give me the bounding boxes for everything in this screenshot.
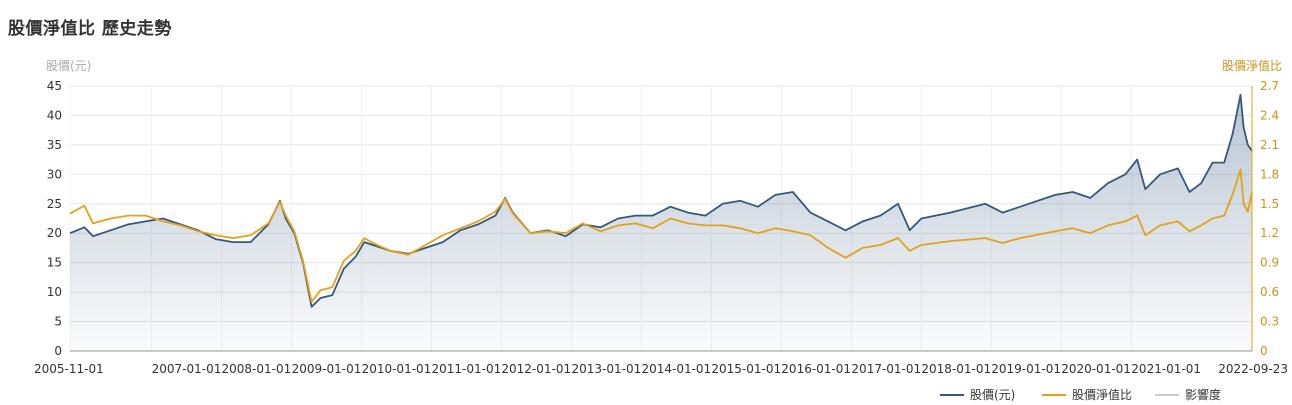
- legend-item[interactable]: 股價(元): [940, 388, 1015, 402]
- x-tick-label: 2011-01-01: [431, 362, 501, 376]
- y-right-tick-label: 2.4: [1260, 108, 1279, 122]
- x-tick-label: 2021-01-01: [1131, 362, 1201, 376]
- x-tick-label: 2017-01-01: [851, 362, 921, 376]
- y-right-tick-label: 0.6: [1260, 285, 1279, 299]
- legend-label: 股價淨值比: [1072, 387, 1132, 402]
- y-right-tick-label: 1.5: [1260, 197, 1279, 211]
- x-tick-label: 2015-01-01: [711, 362, 781, 376]
- y-left-tick-label: 10: [47, 285, 62, 299]
- x-tick-label: 2010-01-01: [362, 362, 432, 376]
- legend-item[interactable]: 股價淨值比: [1042, 387, 1132, 402]
- y-right-tick-label: 0.3: [1260, 315, 1279, 329]
- legend-label: 影響度: [1185, 387, 1221, 402]
- y-axis-right-label: 股價淨值比: [1222, 58, 1282, 73]
- axes: 股價(元) 股價淨值比: [46, 58, 1282, 352]
- x-tick-label: 2018-01-01: [921, 362, 991, 376]
- x-tick-label: 2016-01-01: [781, 362, 851, 376]
- y-left-tick-label: 45: [47, 79, 62, 93]
- y-axis-left-label: 股價(元): [46, 59, 91, 73]
- series-lines: [69, 93, 1253, 308]
- x-tick-label: 2020-01-01: [1061, 362, 1131, 376]
- y-left-tick-label: 35: [47, 138, 62, 152]
- x-tick-label: 2009-01-01: [292, 362, 362, 376]
- legend-item[interactable]: 影響度: [1155, 387, 1221, 402]
- legend-label: 股價(元): [970, 388, 1015, 402]
- y-left-tick-label: 15: [47, 256, 62, 270]
- legend[interactable]: 股價(元) 股價淨值比 影響度: [940, 387, 1221, 402]
- y-left-tick-label: 30: [47, 167, 62, 181]
- series-line-1: [69, 93, 1253, 308]
- y-left-tick-label: 25: [47, 197, 62, 211]
- x-tick-label: 2005-11-01: [34, 362, 104, 376]
- chart-title: 股價淨值比 歷史走勢: [8, 19, 172, 39]
- y-right-tick-label: 1.8: [1260, 167, 1279, 181]
- x-tick-label: 2022-09-23: [1218, 362, 1288, 376]
- y-left-tick-label: 40: [47, 108, 62, 122]
- y-left-tick-label: 0: [54, 344, 62, 358]
- y-right-tick-label: 0: [1260, 344, 1268, 358]
- y-right-tick-label: 2.7: [1260, 79, 1279, 93]
- y-right-tick-label: 2.1: [1260, 138, 1279, 152]
- x-tick-label: 2019-01-01: [991, 362, 1061, 376]
- x-tick-label: 2014-01-01: [641, 362, 711, 376]
- x-tick-label: 2008-01-01: [222, 362, 292, 376]
- x-tick-label: 2013-01-01: [572, 362, 642, 376]
- y-right-tick-label: 0.9: [1260, 256, 1279, 270]
- series-line-2: [69, 168, 1253, 303]
- y-left-tick-label: 20: [47, 226, 62, 240]
- tick-labels: 0 5 10 15 20 25 30 35 40 45 0 0.3 0.6 0.9 1.2 1.5 1.8 2.1…: [34, 79, 1288, 376]
- x-tick-label: 2007-01-01: [152, 362, 222, 376]
- x-tick-label: 2012-01-01: [501, 362, 571, 376]
- y-left-tick-label: 5: [54, 315, 62, 329]
- y-right-tick-label: 1.2: [1260, 226, 1279, 240]
